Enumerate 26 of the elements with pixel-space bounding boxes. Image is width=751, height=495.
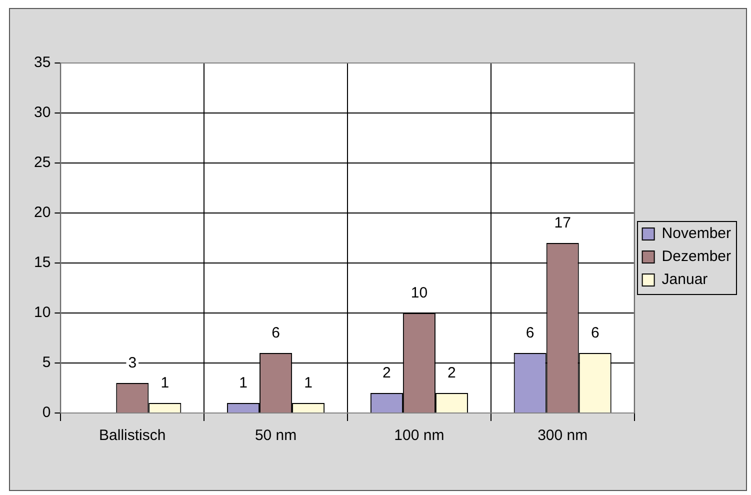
y-tick-label: 25 [34, 154, 51, 172]
y-tick-label: 20 [34, 204, 51, 222]
legend-label: Dezember [662, 248, 732, 266]
y-tick-label: 5 [42, 354, 51, 372]
y-tick-label: 35 [34, 54, 51, 72]
data-label: 10 [410, 284, 428, 302]
x-tick-label: 50 nm [254, 427, 297, 444]
data-label: 6 [526, 324, 534, 342]
data-label: 2 [382, 364, 391, 382]
legend-label: November [662, 225, 732, 242]
x-tick-label: Ballistisch [99, 427, 166, 444]
data-label: 6 [272, 324, 280, 342]
data-label: 1 [160, 374, 170, 392]
x-tick-label: 300 nm [538, 427, 588, 444]
y-tick-label: 0 [42, 404, 51, 422]
x-tick-label: 100 nm [394, 427, 444, 444]
data-label: 1 [239, 374, 248, 392]
data-label: 6 [590, 324, 600, 342]
data-label: 2 [448, 364, 456, 382]
legend-label: Januar [662, 271, 708, 288]
y-tick-label: 10 [34, 304, 51, 322]
y-tick-label: 15 [34, 254, 51, 272]
data-label: 1 [304, 374, 312, 392]
data-label: 3 [128, 354, 137, 372]
y-tick-label: 30 [34, 104, 51, 122]
data-label: 17 [554, 214, 571, 232]
